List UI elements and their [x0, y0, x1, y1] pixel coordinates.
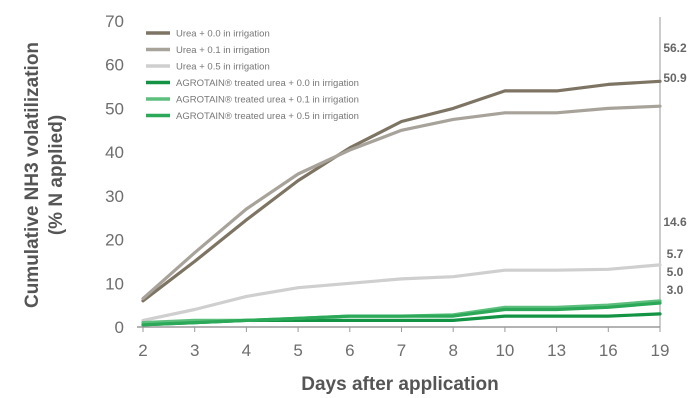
x-tick-label: 4	[242, 341, 251, 360]
legend-label: AGROTAIN® treated urea + 0.1 in irrigati…	[176, 95, 359, 106]
series-line	[141, 263, 662, 322]
x-tick-label: 3	[190, 341, 199, 360]
x-tick-label: 7	[397, 341, 406, 360]
y-tick-label: 0	[115, 318, 124, 337]
axes: 0 10 20 30 40 50 60 70 2 3 4 5 6 7 8 10 13 16 19	[105, 12, 669, 360]
x-tick-label: 16	[599, 341, 618, 360]
x-tick-label: 10	[495, 341, 514, 360]
y-axis-title: Cumulative NH3 volatilization (% N appli…	[22, 42, 67, 308]
end-value-label: 5.7	[667, 247, 684, 261]
x-tick-label: 13	[547, 341, 566, 360]
x-tick-label: 19	[651, 341, 670, 360]
y-tick-label: 60	[105, 56, 124, 75]
series-lines	[141, 79, 662, 327]
end-value-label: 5.0	[667, 265, 684, 279]
x-tick-label: 5	[293, 341, 302, 360]
y-axis-label: Cumulative NH3 volatilization	[22, 42, 43, 308]
end-value-label: 50.9	[663, 71, 687, 85]
legend-label: Urea + 0.0 in irrigation	[176, 29, 270, 40]
y-tick-label: 50	[105, 99, 124, 118]
y-tick-label: 30	[105, 187, 124, 206]
series-line	[141, 79, 662, 303]
x-tick-label: 8	[448, 341, 457, 360]
y-tick-label: 10	[105, 274, 124, 293]
y-tick-label: 70	[105, 12, 124, 31]
y-tick-label: 40	[105, 143, 124, 162]
legend-label: Urea + 0.5 in irrigation	[176, 62, 270, 73]
legend: Urea + 0.0 in irrigation Urea + 0.1 in ir…	[146, 29, 359, 122]
legend-label: Urea + 0.1 in irrigation	[176, 45, 270, 56]
series-line	[141, 301, 662, 327]
end-value-label: 56.2	[663, 41, 687, 55]
legend-label: AGROTAIN® treated urea + 0.0 in irrigati…	[176, 78, 359, 89]
x-tick-label: 6	[345, 341, 354, 360]
x-axis-label: Days after application	[301, 374, 498, 395]
legend-label: AGROTAIN® treated urea + 0.5 in irrigati…	[176, 111, 359, 122]
series-line	[141, 104, 662, 301]
end-value-label: 14.6	[663, 215, 687, 229]
end-labels: 56.2 50.9 14.6 5.7 5.0 3.0	[663, 41, 687, 297]
end-value-label: 3.0	[667, 283, 684, 297]
x-tick-label: 2	[138, 341, 147, 360]
y-axis-sublabel: (% N applied)	[46, 115, 67, 235]
y-tick-label: 20	[105, 231, 124, 250]
